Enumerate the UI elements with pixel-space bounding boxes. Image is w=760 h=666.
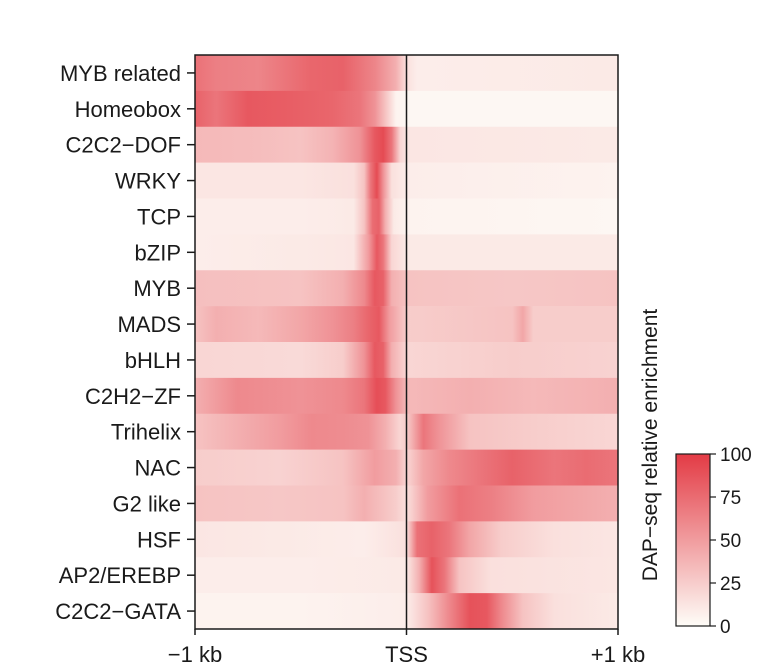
- x-tick-label: +1 kb: [591, 642, 645, 666]
- row-label-myb-related: MYB related: [60, 61, 181, 86]
- row-label-ap2-erebp: AP2/EREBP: [59, 563, 181, 588]
- x-axis-ticks: −1 kb TSS +1 kb: [168, 629, 645, 666]
- row-label-bhlh: bHLH: [125, 348, 181, 373]
- row-label-homeobox: Homeobox: [75, 97, 181, 122]
- row-label-mads: MADS: [117, 312, 181, 337]
- row-label-wrky: WRKY: [115, 169, 181, 194]
- x-tick-label: −1 kb: [168, 642, 222, 666]
- colorbar-title: DAP−seq relative enrichment: [639, 309, 662, 582]
- colorbar-gradient: [675, 453, 711, 627]
- colorbar-tick-label: 75: [720, 488, 741, 509]
- colorbar-tick-label: 100: [720, 445, 752, 466]
- row-label-bzip: bZIP: [135, 240, 181, 265]
- row-label-myb: MYB: [133, 276, 181, 301]
- row-label-c2h2-zf: C2H2−ZF: [85, 384, 181, 409]
- row-label-tcp: TCP: [137, 204, 181, 229]
- row-label-c2c2-gata: C2C2−GATA: [55, 599, 181, 624]
- row-label-trihelix: Trihelix: [111, 420, 181, 445]
- row-label-nac: NAC: [135, 456, 182, 481]
- row-label-hsf: HSF: [137, 527, 181, 552]
- x-tick-label: TSS: [385, 642, 428, 666]
- colorbar-tick-label: 25: [720, 574, 741, 595]
- colorbar: 0 25 50 75 100 DAP−seq relative enrichment: [639, 309, 752, 638]
- colorbar-tick-label: 0: [720, 617, 731, 638]
- row-label-c2c2-dof: C2C2−DOF: [65, 133, 181, 158]
- row-label-g2-like: G2 like: [113, 491, 181, 516]
- row-labels: MYB related Homeobox C2C2−DOF WRKY TCP bZIP MY…: [55, 61, 195, 624]
- colorbar-tick-label: 50: [720, 531, 741, 552]
